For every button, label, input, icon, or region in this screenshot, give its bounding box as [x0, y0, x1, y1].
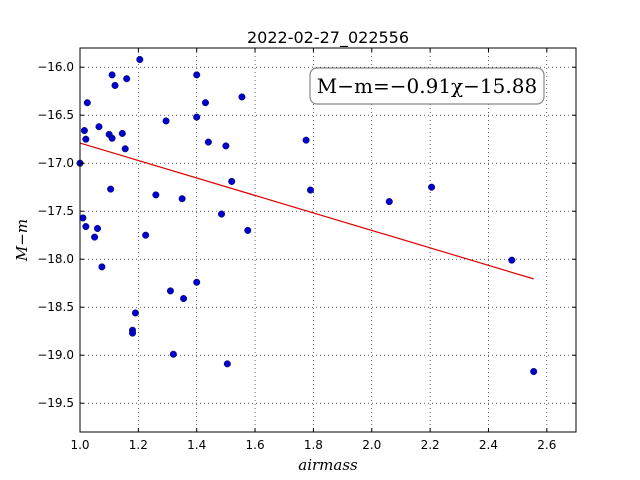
data-point [193, 71, 201, 79]
data-point [223, 360, 231, 368]
data-point [169, 350, 177, 358]
y-tick-label: −18.0 [37, 252, 74, 266]
data-point [94, 224, 102, 232]
x-tick-label: 1.2 [129, 438, 148, 452]
y-tick-label: −18.5 [37, 300, 74, 314]
x-axis-label: airmass [298, 456, 358, 474]
data-point [91, 233, 99, 241]
data-point [123, 75, 131, 83]
fit-line-layer [79, 142, 534, 280]
data-point [201, 99, 209, 107]
equation-annotation-box: M−m=−0.91χ−15.88 [309, 67, 545, 105]
data-point [204, 138, 212, 146]
data-point [80, 127, 88, 135]
data-point [228, 177, 236, 185]
x-tick-label: 2.0 [362, 438, 381, 452]
y-tick-label: −17.5 [37, 204, 74, 218]
data-point [302, 136, 310, 144]
axis-ticks: 1.0 1.2 1.4 1.6 1.8 2.0 2.2 2.4 2.6 −16.0 −16.5 −17… [37, 48, 576, 452]
plot-frame [79, 47, 577, 433]
data-point [166, 287, 174, 295]
data-point [180, 295, 188, 303]
x-tick-label: 2.6 [537, 438, 556, 452]
data-point [98, 263, 106, 271]
data-point [136, 56, 144, 64]
y-tick-label: −19.5 [37, 396, 74, 410]
data-point [244, 226, 252, 234]
data-point [238, 93, 246, 101]
x-tick-label: 2.2 [421, 438, 440, 452]
x-tick-label: 2.4 [479, 438, 498, 452]
data-point [95, 123, 103, 131]
annotation-text: M−m=−0.91χ−15.88 [317, 74, 537, 98]
data-point [162, 117, 170, 125]
y-tick-label: −16.5 [37, 108, 74, 122]
fit-line [79, 142, 534, 280]
data-point [530, 368, 538, 376]
y-axis-label: M−m [13, 219, 31, 262]
x-tick-label: 1.6 [246, 438, 265, 452]
annotation-frame [309, 67, 545, 105]
data-point [83, 99, 91, 107]
x-tick-label: 1.8 [304, 438, 323, 452]
data-point [79, 214, 87, 222]
data-point [129, 329, 137, 337]
data-point [82, 223, 90, 231]
data-point [508, 256, 516, 264]
data-point [142, 231, 150, 239]
x-tick-label: 1.4 [187, 438, 206, 452]
x-tick-label: 1.0 [70, 438, 89, 452]
data-point [131, 309, 139, 317]
data-point [118, 129, 126, 137]
data-point [178, 195, 186, 203]
y-tick-label: −17.0 [37, 156, 74, 170]
data-point [193, 113, 201, 121]
data-point [107, 185, 115, 193]
data-point [152, 191, 160, 199]
data-point [385, 198, 393, 206]
data-point [428, 183, 436, 191]
data-point [111, 81, 119, 89]
grid-lines [79, 48, 576, 432]
data-point [82, 135, 90, 143]
data-point [222, 142, 230, 150]
data-point [121, 145, 129, 153]
data-point [306, 186, 314, 194]
data-point [108, 134, 116, 142]
y-tick-label: −16.0 [37, 60, 74, 74]
data-point [193, 278, 201, 286]
data-points [76, 56, 538, 376]
data-point [108, 71, 116, 79]
y-tick-label: −19.0 [37, 348, 74, 362]
data-point [218, 210, 226, 218]
chart-title: 2022-02-27_022556 [247, 28, 409, 48]
